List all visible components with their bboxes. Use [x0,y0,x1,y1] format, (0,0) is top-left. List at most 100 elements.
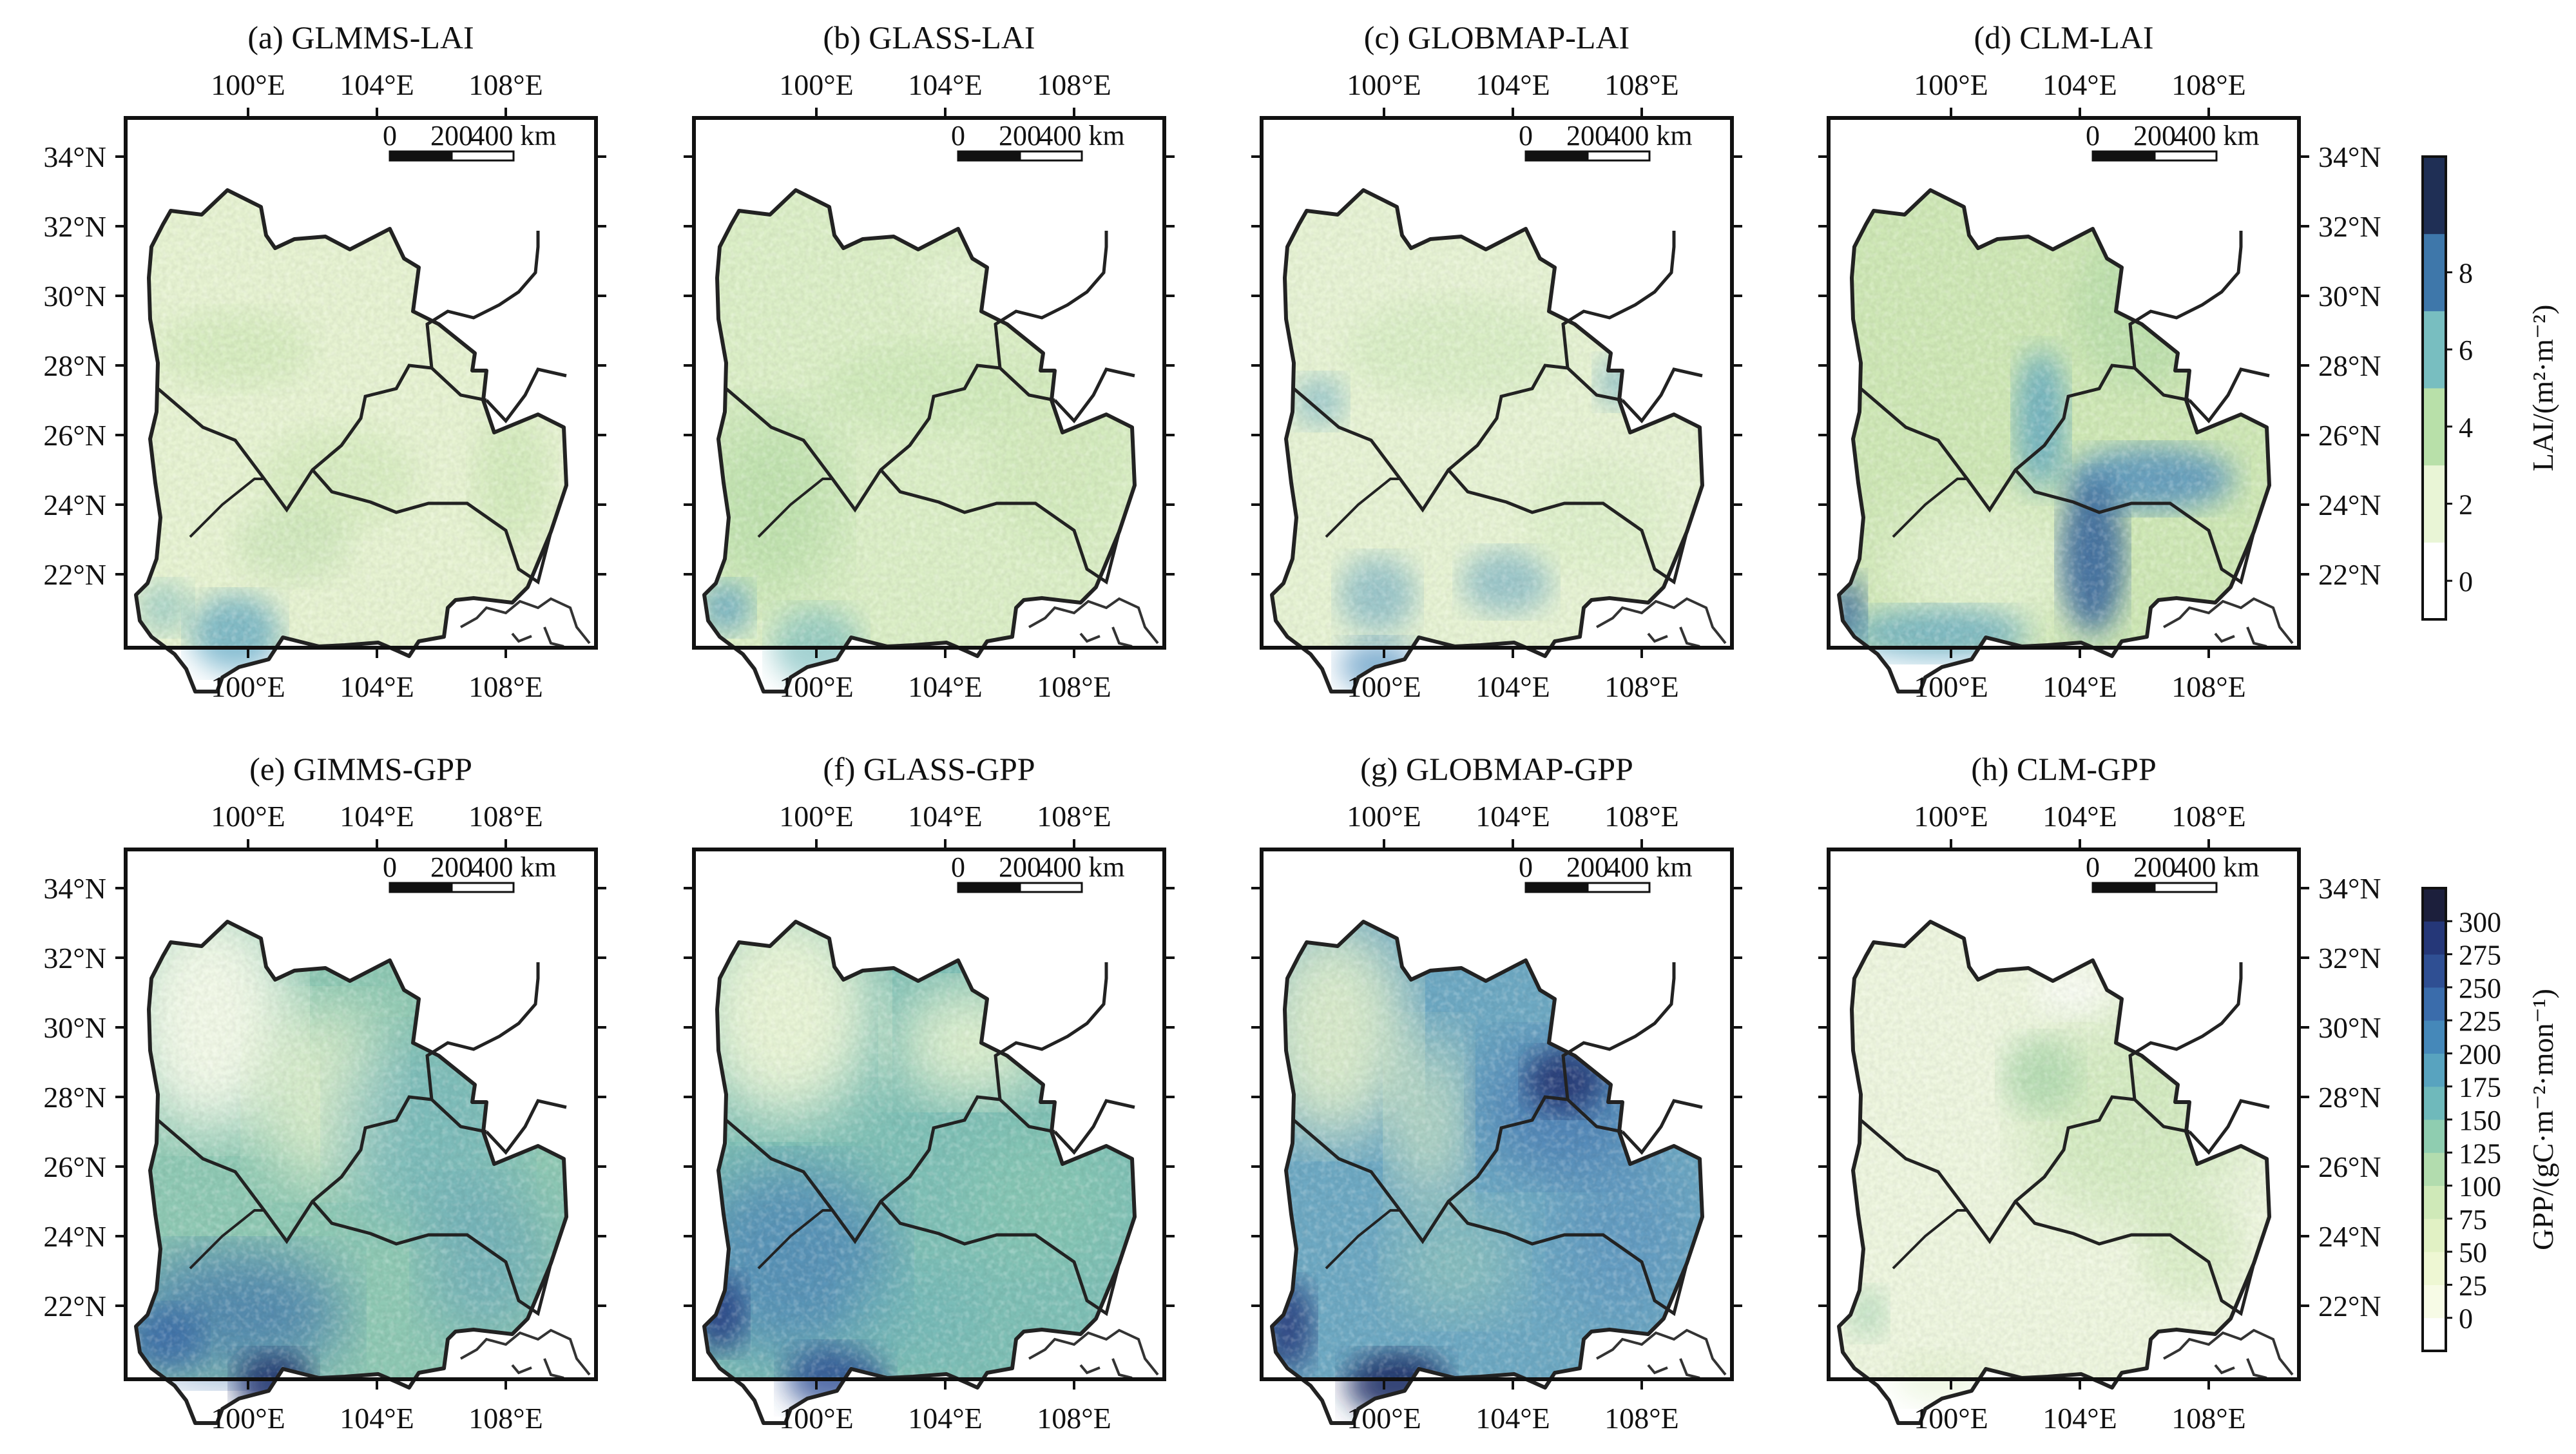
lon-label-bottom: 100°E [211,670,285,703]
lat-label-right: 24°N [2318,489,2381,521]
lat-label-left: 22°N [43,1290,106,1323]
colorbar-segment [2423,1020,2446,1054]
coastline [1028,597,1159,648]
colorbar-tick-label: 150 [2459,1105,2501,1136]
colorbar-segment [2423,1252,2446,1285]
lon-label-top: 108°E [2171,800,2246,833]
province-boundary [2014,469,2256,585]
colorbar-segment [2423,542,2446,620]
lon-label-top: 100°E [1914,68,1988,101]
lon-label-bottom: 108°E [2171,1402,2246,1435]
lat-label-right: 24°N [2318,1220,2381,1253]
lat-label-right: 26°N [2318,419,2381,452]
map-panel: (g) GLOBMAP-GPP 100°E 100°E 104°E 104°E 108°E… [1251,751,1742,1435]
colorbar-tick-label: 8 [2459,258,2473,289]
scale-label: 0 [383,851,397,883]
lat-label-right: 28°N [2318,1081,2381,1114]
province-boundary [1892,478,1967,538]
province-boundary [189,1209,264,1270]
province-boundary [189,478,264,538]
lat-label-left: 24°N [43,1220,106,1253]
scale-label: 0 [1519,851,1533,883]
province-boundary [2128,962,2243,1100]
colorbar-tick-label: 6 [2459,334,2473,366]
lon-label-top: 104°E [908,68,983,101]
scale-label: 200 [1566,120,1609,151]
colorbar-segment [2423,954,2446,988]
colorbar-tick-label: 100 [2459,1171,2501,1203]
lat-label-right: 34°N [2318,141,2381,173]
lat-label-left: 34°N [43,872,106,905]
province-boundary [2188,367,2270,423]
lon-label-bottom: 100°E [211,1402,285,1435]
lon-label-bottom: 104°E [2043,1402,2117,1435]
province-boundary [1621,367,1703,423]
map-frame [1260,116,1734,650]
lat-label-right: 34°N [2318,872,2381,905]
province-boundary [157,363,487,513]
lon-label-bottom: 104°E [908,670,983,703]
lat-label-right: 26°N [2318,1150,2381,1183]
scale-label: 200 [2133,851,2176,883]
province-boundary [2128,231,2243,369]
lon-label-top: 100°E [1347,800,1421,833]
panel-title: (f) GLASS-GPP [823,751,1035,787]
lon-label-top: 100°E [211,800,285,833]
colorbar-tick-label: 225 [2459,1005,2501,1037]
colorbar-segment [2423,157,2446,235]
scale-label: 200 [999,120,1041,151]
lon-label-top: 104°E [340,800,414,833]
lon-label-bottom: 104°E [1475,1402,1550,1435]
colorbar-tick-label: 0 [2459,1303,2473,1335]
colorbar-tick-label: 200 [2459,1038,2501,1070]
scale-label: 400 km [470,851,556,883]
colorbar-segment [2423,1053,2446,1087]
coastline [460,597,591,648]
panel-title: (a) GLMMS-LAI [247,19,474,55]
lat-label-left: 24°N [43,489,106,521]
lon-label-top: 108°E [1037,800,1111,833]
lon-label-top: 104°E [2043,800,2117,833]
scale-bar-dark [389,882,453,893]
scale-label: 0 [951,120,965,151]
map-panel: (a) GLMMS-LAI 100°E 100°E 104°E 104°E 108°E 10… [43,19,606,703]
lat-label-left: 22°N [43,558,106,591]
scale-label: 200 [1566,851,1609,883]
lon-label-bottom: 104°E [2043,670,2117,703]
lon-label-top: 100°E [779,68,854,101]
lon-label-bottom: 104°E [340,1402,414,1435]
lon-label-bottom: 108°E [468,1402,543,1435]
province-boundary [1325,1209,1400,1270]
scale-label: 400 km [1039,120,1124,151]
map-panel: (d) CLM-LAI 100°E 100°E 104°E 104°E 108°E 108°… [1818,19,2381,703]
lon-label-top: 108°E [2171,68,2246,101]
lat-label-right: 30°N [2318,1011,2381,1044]
lat-label-left: 28°N [43,349,106,382]
colorbar-segment [2423,388,2446,466]
lon-label-top: 100°E [1347,68,1421,101]
scale-label: 0 [951,851,965,883]
coastline [1596,1328,1727,1379]
scale-label: 400 km [1606,120,1692,151]
map-panel: (f) GLASS-GPP 100°E 100°E 104°E 104°E 108°E 10… [684,751,1175,1435]
colorbar-tick-label: 50 [2459,1237,2487,1268]
colorbar-label: GPP/(gC·m⁻²·mon⁻¹) [2526,989,2559,1250]
coastline [2163,597,2294,648]
lat-label-left: 30°N [43,280,106,313]
colorbar-tick-label: 275 [2459,940,2501,971]
province-boundary [485,1099,567,1155]
province-boundary [1892,1209,1967,1270]
colorbar-segment [2423,233,2446,311]
scale-label: 200 [999,851,1041,883]
scale-label: 200 [430,851,473,883]
province-boundary [1860,1095,2190,1245]
lat-label-right: 32°N [2318,210,2381,243]
coastline [460,1328,591,1379]
scale-bar-dark [1524,882,1589,893]
lon-label-top: 104°E [1475,800,1550,833]
province-boundary [879,469,1121,585]
panel-title: (g) GLOBMAP-GPP [1360,751,1633,787]
